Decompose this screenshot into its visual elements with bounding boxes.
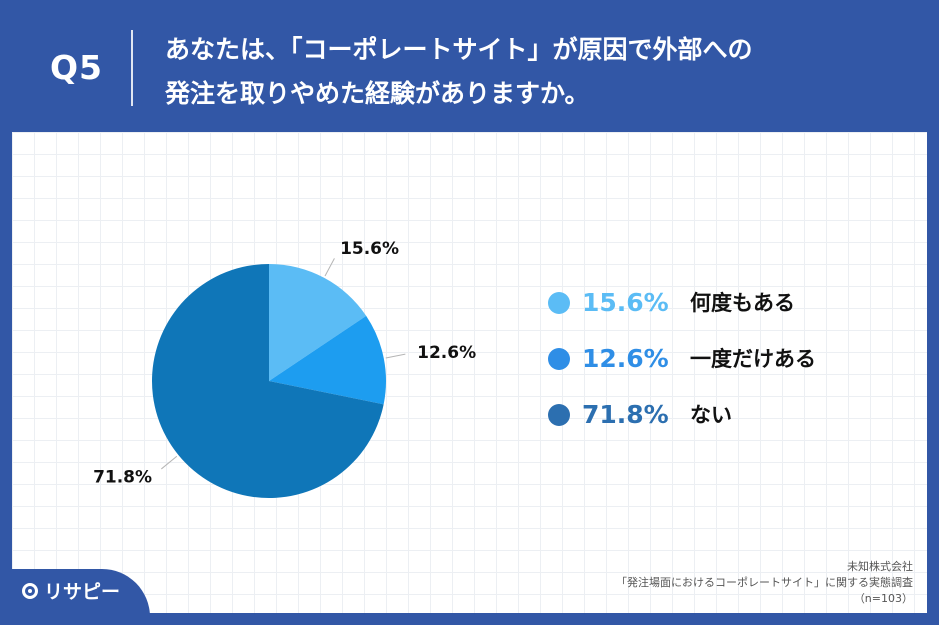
legend-value: 71.8% [582, 400, 669, 429]
question-title-line-2: 発注を取りやめた経験がありますか。 [165, 79, 590, 108]
leader-line [161, 455, 178, 470]
data-label: 12.6% [417, 343, 476, 363]
question-title-line-1: あなたは、「コーポレートサイト」が原因で外部への [165, 35, 753, 64]
source-sample-size: （n=103） [853, 592, 913, 605]
legend-swatch [548, 348, 570, 370]
slice-never [152, 264, 384, 499]
header: Q5 あなたは、「コーポレートサイト」が原因で外部への 発注を取りやめた経験があ… [0, 0, 939, 132]
logo-text: リサピー [44, 581, 121, 603]
legend-value: 15.6% [582, 288, 669, 317]
legend-swatch [548, 404, 570, 426]
source-company: 未知株式会社 [847, 560, 913, 573]
question-title: あなたは、「コーポレートサイト」が原因で外部への 発注を取りやめた経験があります… [165, 28, 925, 116]
legend-label: 何度もある [690, 291, 795, 315]
legend-label: ない [690, 403, 732, 427]
slice-once [269, 315, 386, 405]
logo-pin-icon [22, 583, 38, 599]
leader-line [385, 353, 406, 359]
pie-chart: 15.6% 12.6% 71.8% [93, 239, 476, 499]
slice-frequently [269, 264, 367, 381]
question-label: Q5 [50, 48, 104, 87]
header-divider [131, 30, 133, 106]
chart-panel: 15.6% 12.6% 71.8% 15.6% 何度もある 12.6% 一度だけある… [12, 132, 927, 613]
legend-value: 12.6% [582, 344, 669, 373]
brand-logo: リサピー [12, 569, 150, 613]
data-label: 15.6% [340, 239, 399, 259]
data-label: 71.8% [93, 468, 152, 488]
source-survey: 「発注場面におけるコーポレートサイト」に関する実態調査 [616, 576, 913, 589]
source-note: 未知株式会社 「発注場面におけるコーポレートサイト」に関する実態調査 （n=10… [616, 559, 913, 607]
legend-label: 一度だけある [690, 347, 816, 371]
leader-line [324, 258, 335, 277]
legend-swatch [548, 292, 570, 314]
